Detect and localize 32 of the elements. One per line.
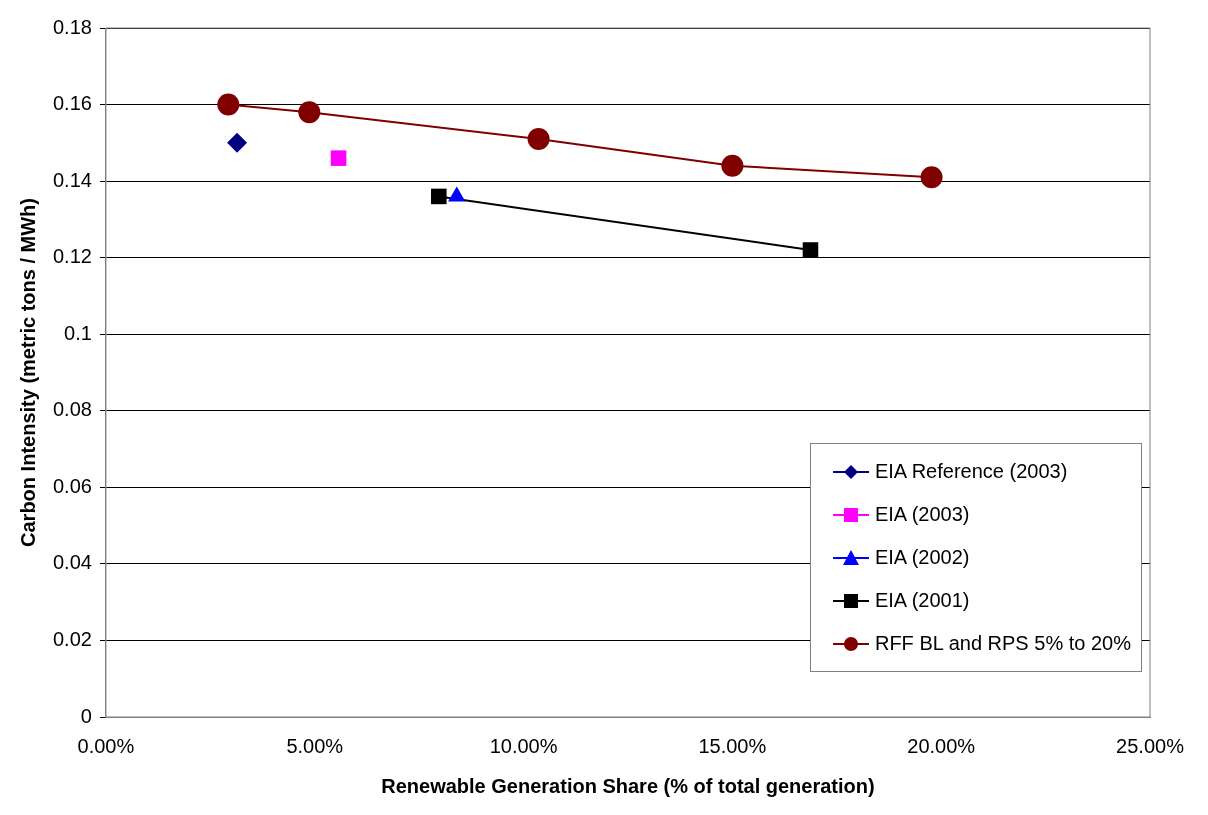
point <box>721 154 744 177</box>
x-tick-label: 15.00% <box>698 734 767 757</box>
x-tick-label: 10.00% <box>489 734 558 757</box>
x-tick-label: 25.00% <box>1116 734 1185 757</box>
y-tick-label: 0.02 <box>52 627 92 650</box>
legend-label: EIA (2003) <box>874 503 970 526</box>
y-tick-label: 0.04 <box>52 551 92 574</box>
y-axis-title: Carbon Intensity (metric tons / MWh) <box>16 198 39 547</box>
x-tick-label: 0.00% <box>77 734 135 757</box>
legend-label: EIA (2002) <box>874 546 970 569</box>
y-tick-label: 0.1 <box>64 321 92 344</box>
y-tick-label: 0.14 <box>52 168 92 191</box>
point <box>227 132 248 153</box>
x-tick-label: 5.00% <box>286 734 344 757</box>
point <box>330 150 347 166</box>
legend-label: RFF BL and RPS 5% to 20% <box>874 632 1131 655</box>
point <box>431 188 447 205</box>
x-tick-label: 20.00% <box>907 734 976 757</box>
point <box>217 93 240 116</box>
point <box>298 101 321 124</box>
point <box>527 128 550 151</box>
point <box>920 166 943 189</box>
y-tick-label: 0.18 <box>52 15 92 38</box>
y-tick-label: 0.08 <box>52 398 92 421</box>
y-tick-label: 0.06 <box>52 474 92 497</box>
y-tick-label: 0 <box>80 704 92 727</box>
point <box>802 242 819 258</box>
legend-label: EIA Reference (2003) <box>874 460 1068 483</box>
y-tick-label: 0.16 <box>52 92 92 115</box>
y-tick-label: 0.12 <box>52 245 92 268</box>
legend-label: EIA (2001) <box>874 589 970 612</box>
x-axis-title: Renewable Generation Share (% of total generation) <box>381 774 875 797</box>
